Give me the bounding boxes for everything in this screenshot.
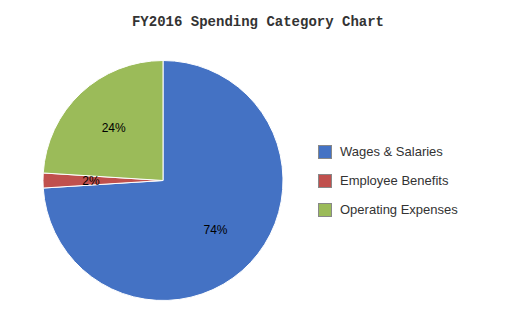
svg-text:24%: 24%: [102, 121, 126, 135]
svg-text:2%: 2%: [82, 174, 100, 188]
svg-text:74%: 74%: [203, 223, 227, 237]
html-text:Operating Expenses: Operating Expenses: [340, 202, 458, 217]
html-text:FY2016 Spending Category Chart: FY2016 Spending Category Chart: [132, 14, 384, 30]
html-text:Employee Benefits: Employee Benefits: [340, 173, 449, 188]
html-text:Wages & Salaries: Wages & Salaries: [340, 144, 443, 159]
